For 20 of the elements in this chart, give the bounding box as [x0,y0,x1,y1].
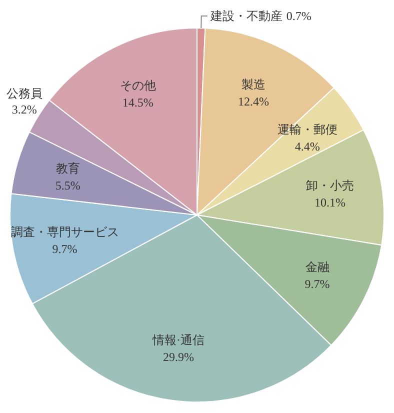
data-label: 4.4% [294,139,320,154]
data-label: 0.7% [286,9,312,24]
slice-label: 金融 [305,260,330,274]
data-label: 29.9% [162,350,194,364]
data-label: 3.2% [12,102,37,116]
slice-label: 公務員 [6,86,42,100]
data-label: 9.7% [52,242,78,256]
slice-label: 教育 [56,161,80,176]
slice-label: 調査・専門サービス [10,224,119,239]
data-label: 5.5% [55,178,80,192]
data-label: 9.7% [304,277,330,292]
slice-label: 製造 [242,77,266,92]
data-label: 12.4% [238,94,270,108]
slice-label: その他 [120,78,156,93]
data-label: 14.5% [122,96,154,110]
slice-label: 運輸・郵便 [277,122,338,136]
slice-label: 建設・不動産 [209,9,282,24]
slice-label: 情報·通信 [151,332,204,347]
slice-label: 卸・小売 [306,178,354,193]
data-label: 10.1% [314,196,346,210]
